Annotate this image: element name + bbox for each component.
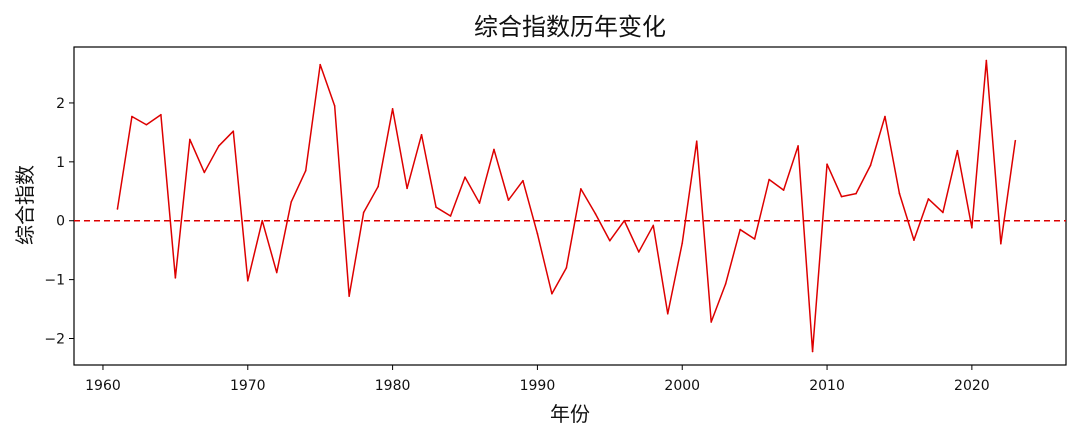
data-point (203, 171, 206, 174)
data-point (304, 169, 307, 172)
data-point (594, 212, 597, 215)
data-point (435, 206, 437, 208)
data-point (753, 238, 756, 240)
y-axis-label: 综合指数 (13, 165, 37, 245)
y-tick-label: −2 (44, 332, 65, 348)
data-point (768, 178, 770, 181)
data-point (160, 113, 162, 116)
data-point (174, 277, 177, 279)
data-point (942, 211, 944, 214)
data-point (131, 115, 133, 118)
data-point (333, 105, 336, 107)
data-points (116, 59, 1017, 353)
data-point (406, 187, 408, 190)
data-point (522, 179, 524, 182)
data-point (232, 130, 235, 133)
data-point (145, 123, 148, 126)
x-tick-label: 1990 (520, 378, 556, 394)
data-point (927, 198, 930, 200)
data-point (609, 239, 611, 242)
x-tick-label: 1960 (85, 378, 121, 394)
data-point (464, 176, 466, 178)
x-tick-label: 1970 (230, 378, 266, 394)
plot-area (73, 46, 1067, 366)
data-point (898, 192, 901, 195)
y-tick-label: 2 (56, 96, 65, 112)
data-point (246, 279, 249, 282)
data-point (782, 189, 785, 191)
data-point (637, 251, 640, 253)
chart-title: 综合指数历年变化 (474, 13, 666, 41)
data-point (580, 188, 582, 190)
data-point (739, 228, 741, 231)
data-point (724, 282, 727, 285)
y-tick-label: 0 (56, 214, 65, 230)
data-point (797, 145, 799, 147)
data-point (507, 199, 510, 201)
data-point (811, 350, 814, 353)
data-point (884, 115, 886, 118)
data-point (956, 149, 959, 152)
data-point (377, 185, 379, 188)
data-point (536, 232, 539, 235)
data-point (319, 63, 321, 66)
data-point (855, 192, 857, 195)
data-point (290, 201, 293, 203)
data-point (971, 226, 973, 229)
x-axis: 1960 1970 1980 1990 2000 2010 2020 (85, 365, 990, 394)
data-point (695, 140, 698, 143)
data-point (116, 208, 119, 210)
data-point (913, 239, 915, 241)
data-point (1014, 139, 1017, 142)
data-point (840, 195, 843, 198)
x-tick-label: 2000 (664, 378, 700, 394)
data-point (681, 242, 684, 244)
data-point (1000, 242, 1002, 245)
data-point (565, 267, 568, 269)
data-point (478, 202, 481, 204)
data-point (189, 138, 191, 141)
data-point (985, 59, 988, 62)
y-axis: −2 −1 0 1 2 (44, 96, 74, 348)
data-point (869, 164, 872, 167)
data-point (362, 211, 365, 214)
data-point (623, 219, 626, 222)
x-tick-label: 1980 (375, 378, 411, 394)
data-point (275, 271, 278, 274)
data-point (420, 133, 423, 136)
data-point (826, 163, 828, 165)
data-point (348, 295, 350, 297)
y-tick-label: −1 (44, 273, 65, 289)
x-tick-label: 2020 (954, 378, 990, 394)
series-line (116, 59, 1017, 353)
data-point (493, 148, 495, 151)
data-point (261, 219, 264, 222)
data-point (666, 312, 669, 315)
data-point (218, 145, 220, 147)
x-tick-label: 2010 (809, 378, 845, 394)
data-point (551, 292, 553, 295)
data-point (710, 321, 712, 323)
x-axis-label: 年份 (550, 402, 590, 426)
data-point (449, 215, 452, 217)
y-tick-label: 1 (56, 155, 65, 171)
data-point (391, 108, 394, 110)
data-point (652, 224, 655, 227)
